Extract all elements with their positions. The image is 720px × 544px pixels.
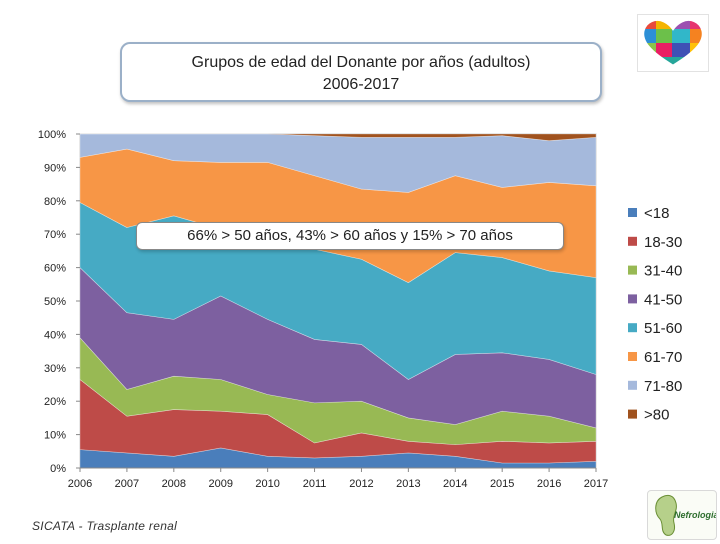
legend-swatch — [628, 294, 637, 304]
legend-label: 18-30 — [644, 234, 682, 251]
area-series-80 — [80, 133, 597, 141]
legend-label: 61-70 — [644, 349, 682, 366]
x-tick-label: 2017 — [584, 478, 608, 490]
x-tick-label: 2011 — [303, 478, 327, 490]
y-tick-label: 50% — [44, 296, 66, 308]
x-tick-label: 2009 — [208, 478, 232, 490]
legend-swatch — [628, 352, 637, 361]
legend-swatch — [628, 236, 637, 246]
chart-title-line-1: Grupos de edad del Donante por años (adu… — [191, 54, 531, 71]
annotation-text: 66% > 50 años, 43% > 60 años y 15% > 70 … — [187, 227, 513, 244]
heart-logo-icon — [637, 14, 709, 72]
x-tick-label: 2014 — [443, 478, 467, 490]
x-tick-label: 2006 — [68, 478, 92, 490]
x-tick-label: 2008 — [162, 478, 186, 490]
legend-swatch — [628, 265, 637, 275]
y-tick-label: 90% — [44, 162, 66, 174]
legend-label: 41-50 — [644, 291, 682, 308]
logo-text: Nefrologia — [674, 510, 716, 520]
legend-label: 51-60 — [644, 320, 682, 337]
x-tick-label: 2007 — [115, 478, 139, 490]
legend-label: 31-40 — [644, 263, 682, 280]
y-tick-label: 60% — [44, 263, 66, 275]
y-tick-label: 0% — [50, 463, 66, 475]
nefrologia-logo: Nefrologia — [647, 490, 719, 540]
legend-label: <18 — [644, 205, 669, 222]
x-tick-label: 2016 — [537, 478, 561, 490]
x-tick-label: 2012 — [349, 478, 373, 490]
legend-label: 71-80 — [644, 378, 682, 395]
annotation-box: 66% > 50 años, 43% > 60 años y 15% > 70 … — [136, 222, 564, 250]
x-tick-label: 2013 — [396, 478, 420, 490]
y-tick-label: 30% — [44, 363, 66, 375]
y-tick-label: 80% — [44, 196, 66, 208]
legend-swatch — [628, 323, 637, 333]
y-tick-label: 100% — [38, 129, 66, 141]
x-tick-label: 2010 — [255, 478, 279, 490]
y-tick-label: 10% — [44, 430, 66, 442]
kidney-icon — [655, 494, 677, 536]
chart-title-box: Grupos de edad del Donante por años (adu… — [120, 42, 602, 102]
y-tick-label: 40% — [44, 329, 66, 341]
y-tick-label: 70% — [44, 229, 66, 241]
legend-label: >80 — [644, 407, 669, 424]
y-tick-label: 20% — [44, 396, 66, 408]
footer-source: SICATA - Trasplante renal — [32, 519, 178, 533]
legend-swatch — [628, 208, 637, 217]
chart-title-line-2: 2006-2017 — [322, 76, 400, 93]
legend-swatch — [628, 409, 637, 419]
x-tick-label: 2015 — [490, 478, 514, 490]
legend-swatch — [628, 380, 637, 390]
